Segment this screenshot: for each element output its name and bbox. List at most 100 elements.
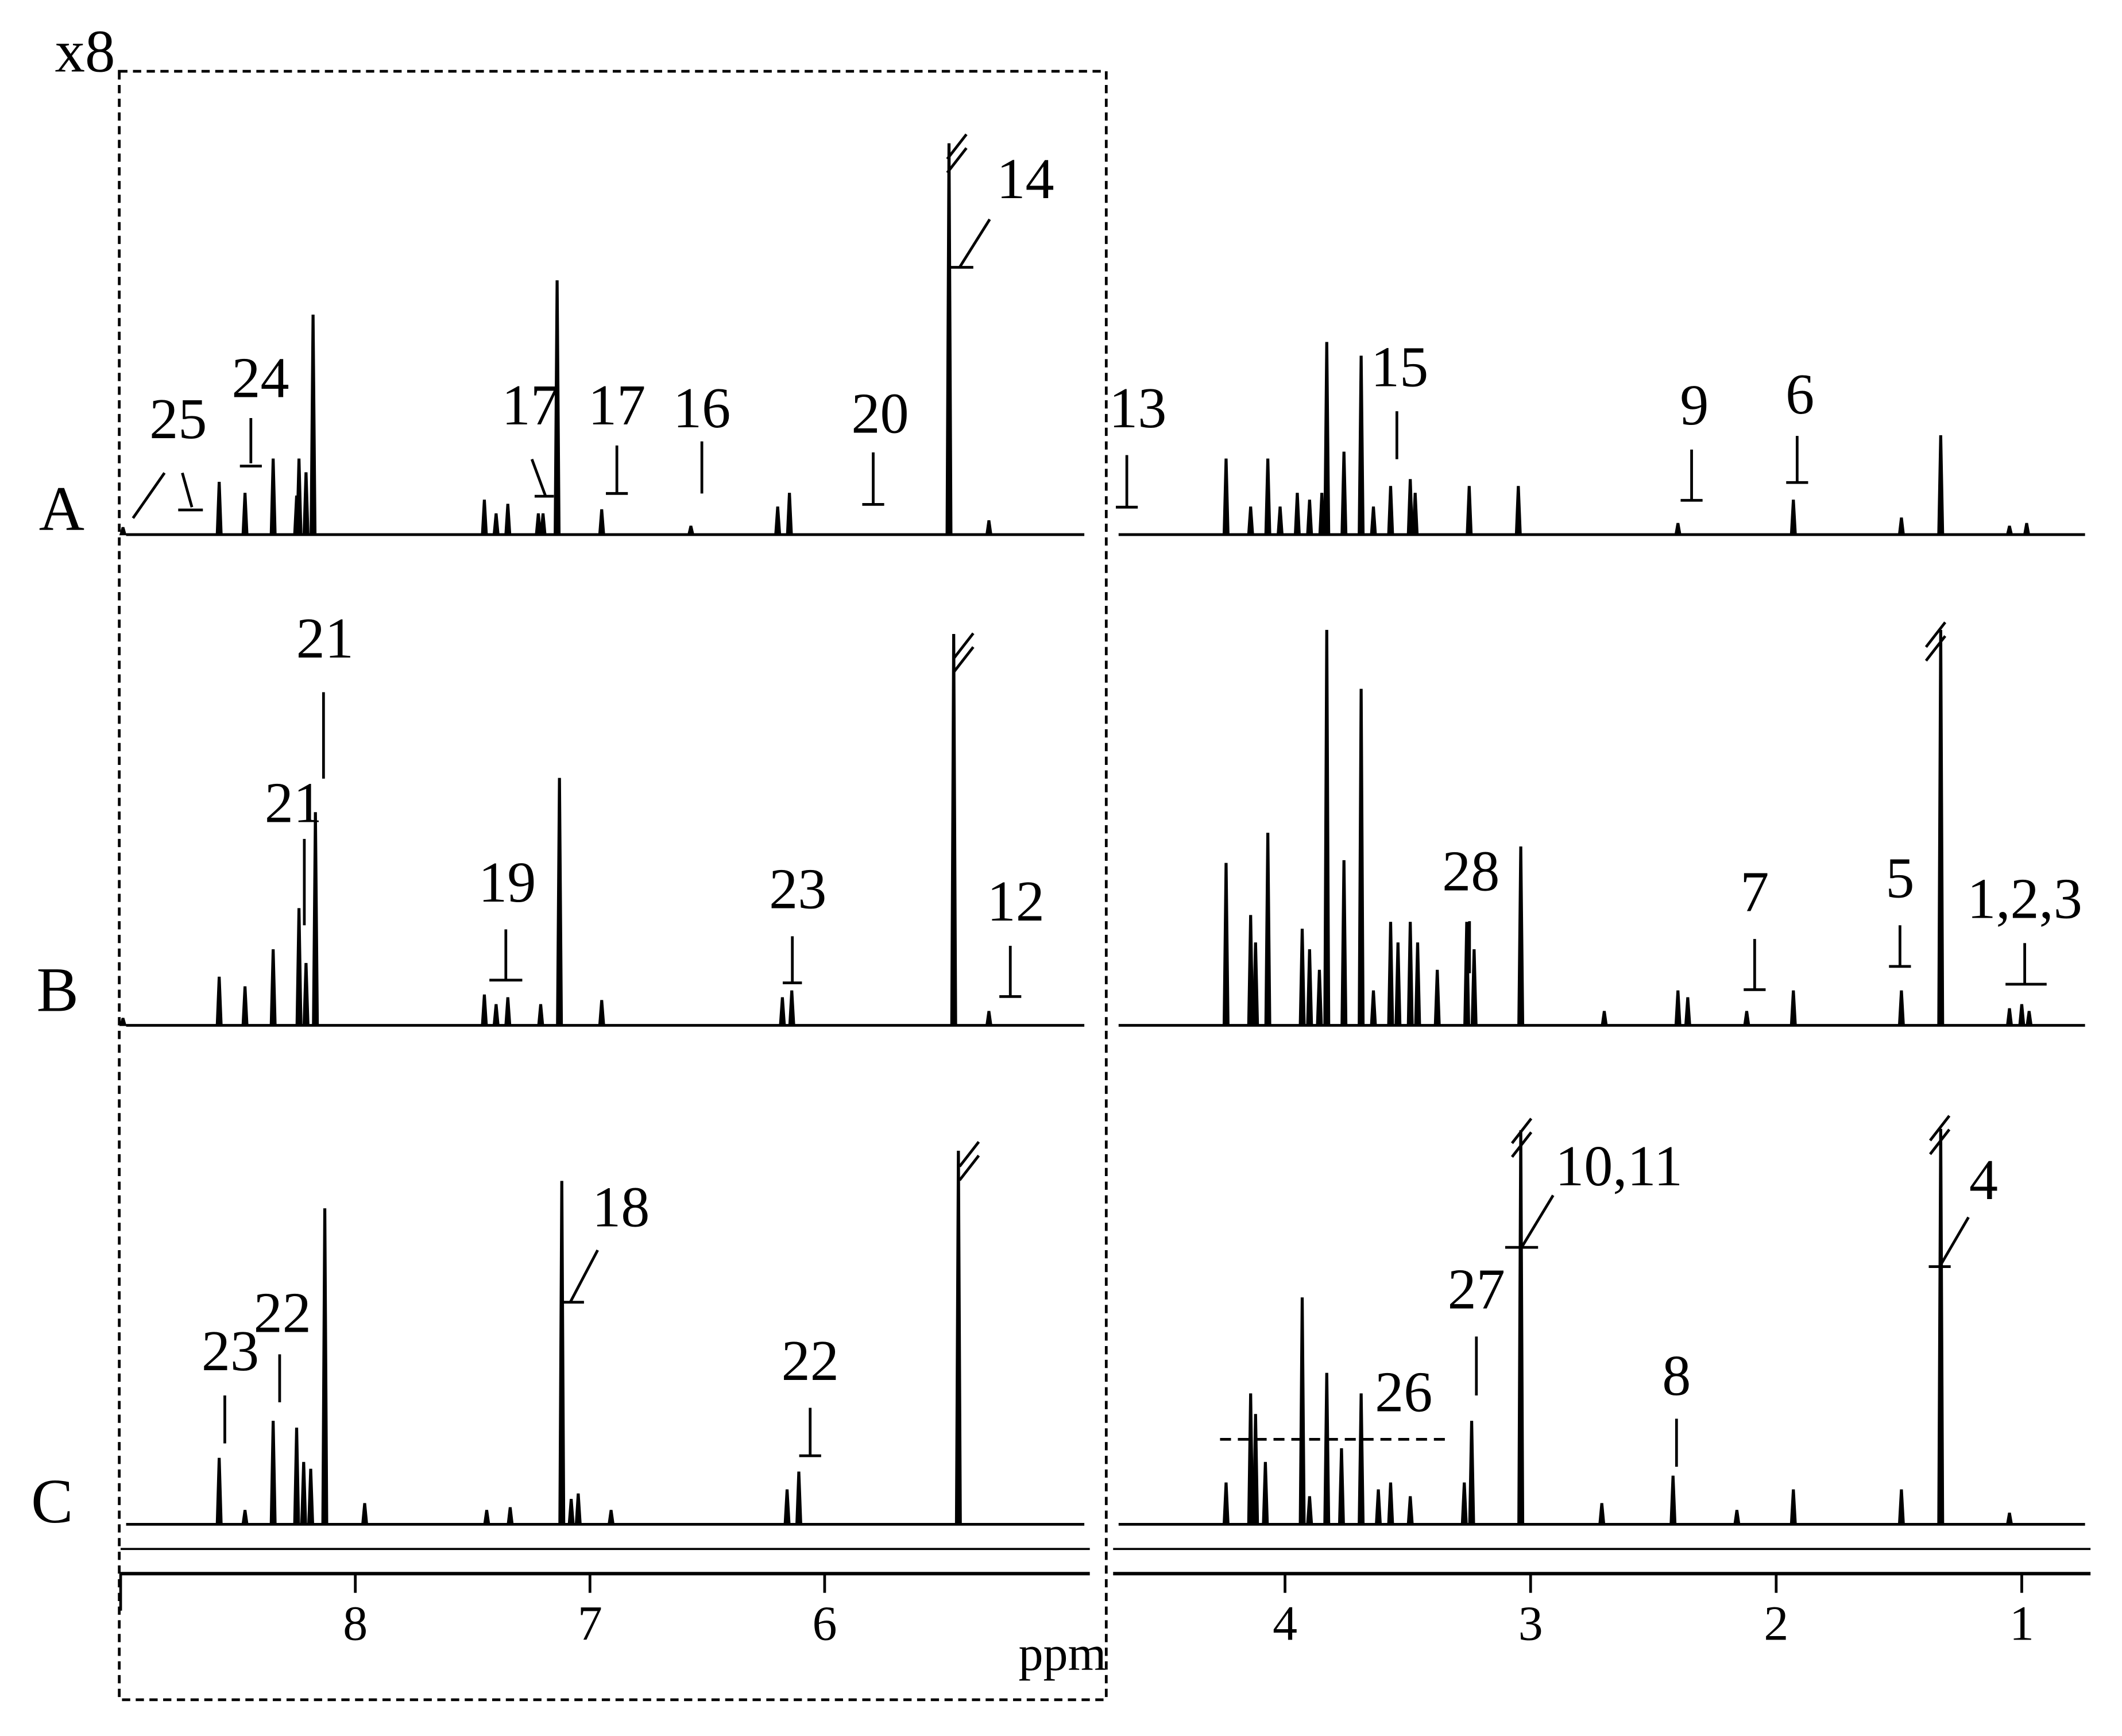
peak <box>779 997 786 1026</box>
peak <box>215 482 223 536</box>
peak <box>1789 990 1797 1026</box>
peak <box>1358 355 1365 536</box>
peak <box>1358 689 1365 1026</box>
peak <box>945 143 953 536</box>
peak-annotation: 28 <box>1442 840 1499 903</box>
peak <box>774 506 782 536</box>
peak <box>1406 922 1414 1026</box>
break-mark <box>953 632 975 659</box>
break-mark <box>1929 1115 1951 1142</box>
peak-annotation: 22 <box>254 1281 311 1344</box>
peak-annotation: 27 <box>1448 1258 1505 1321</box>
peak <box>1222 458 1230 536</box>
peak <box>537 1004 544 1026</box>
peak <box>558 1181 566 1525</box>
peak <box>1514 486 1522 536</box>
peak <box>1340 451 1348 536</box>
peak-annotation: 23 <box>202 1319 259 1383</box>
peak <box>302 962 310 1026</box>
peak <box>1387 1482 1394 1525</box>
peak <box>1601 1011 1608 1026</box>
peak <box>1323 629 1331 1026</box>
zoom-frame <box>118 69 1108 1702</box>
peak <box>492 513 500 536</box>
peak <box>302 472 310 536</box>
peak <box>950 633 957 1026</box>
peak <box>1468 1421 1475 1525</box>
peak-annotation: 5 <box>1885 846 1914 910</box>
peak <box>241 493 249 536</box>
peak-annotation: 22 <box>782 1329 839 1393</box>
x-tick-label: 3 <box>1518 1595 1543 1650</box>
peak <box>2026 1011 2033 1026</box>
peak <box>1789 500 1797 536</box>
peak-annotation: 8 <box>1662 1344 1691 1408</box>
peak <box>1517 846 1525 1026</box>
peak <box>607 1510 615 1525</box>
annotation-leader <box>1938 1216 1970 1267</box>
peak-annotation: 4 <box>1969 1148 1998 1212</box>
peak-annotation: 19 <box>478 850 536 914</box>
peak <box>1276 506 1284 536</box>
peak <box>1460 1482 1468 1525</box>
trace-label: A <box>39 474 84 544</box>
peak-annotation: 1,2,3 <box>1967 867 2082 930</box>
scale-label: x8 <box>55 17 115 84</box>
peak <box>539 513 547 536</box>
peak <box>269 949 277 1026</box>
peak <box>1318 493 1325 536</box>
peak-annotation: 9 <box>1680 373 1709 437</box>
break-mark <box>1510 1131 1533 1158</box>
peak <box>1463 922 1471 1026</box>
peak-annotation: 15 <box>1371 335 1428 399</box>
x-tick-label: 6 <box>812 1595 837 1650</box>
annotation-leader <box>181 472 194 508</box>
peak <box>1674 990 1682 1026</box>
peak <box>241 1510 249 1525</box>
x-tick-label: 4 <box>1273 1595 1297 1650</box>
peak <box>300 1462 307 1525</box>
peak <box>1412 493 1419 536</box>
peak-annotation: 21 <box>296 606 354 670</box>
peak <box>312 812 319 1026</box>
peak-annotation: 17 <box>502 373 559 437</box>
peak <box>269 458 277 536</box>
break-mark <box>958 1140 980 1167</box>
peak <box>1789 1489 1797 1525</box>
peak <box>1264 833 1271 1026</box>
peak <box>1252 942 1259 1026</box>
peak <box>504 504 512 536</box>
peak <box>215 976 223 1026</box>
peak-annotation: 6 <box>1785 362 1814 426</box>
break-mark <box>946 133 968 160</box>
peak <box>507 1507 514 1525</box>
annotation-leader <box>958 218 991 268</box>
peak <box>1466 486 1473 536</box>
peak-annotation: 12 <box>987 869 1045 933</box>
peak <box>481 500 488 536</box>
trace-label: C <box>31 1466 73 1536</box>
peak <box>1306 500 1313 536</box>
break-mark <box>1924 621 1947 648</box>
peak <box>2018 1004 2026 1026</box>
peak <box>1293 493 1301 536</box>
annotation-leader <box>530 458 547 497</box>
peak <box>1323 1372 1331 1525</box>
peak-annotation: 21 <box>265 771 322 834</box>
peak <box>1375 1489 1382 1525</box>
peak <box>483 1510 490 1525</box>
break-mark <box>1510 1118 1533 1145</box>
peak <box>1743 1011 1750 1026</box>
peak <box>1222 1482 1230 1525</box>
peak <box>795 1471 802 1525</box>
peak <box>687 525 695 536</box>
peak <box>1937 629 1945 1026</box>
peak <box>574 1493 582 1525</box>
peak <box>1394 942 1402 1026</box>
peak <box>295 908 303 1026</box>
trace-label: B <box>37 955 79 1025</box>
peak <box>1937 435 1945 536</box>
peak <box>535 513 542 536</box>
peak <box>293 1428 300 1525</box>
peak <box>598 509 605 536</box>
